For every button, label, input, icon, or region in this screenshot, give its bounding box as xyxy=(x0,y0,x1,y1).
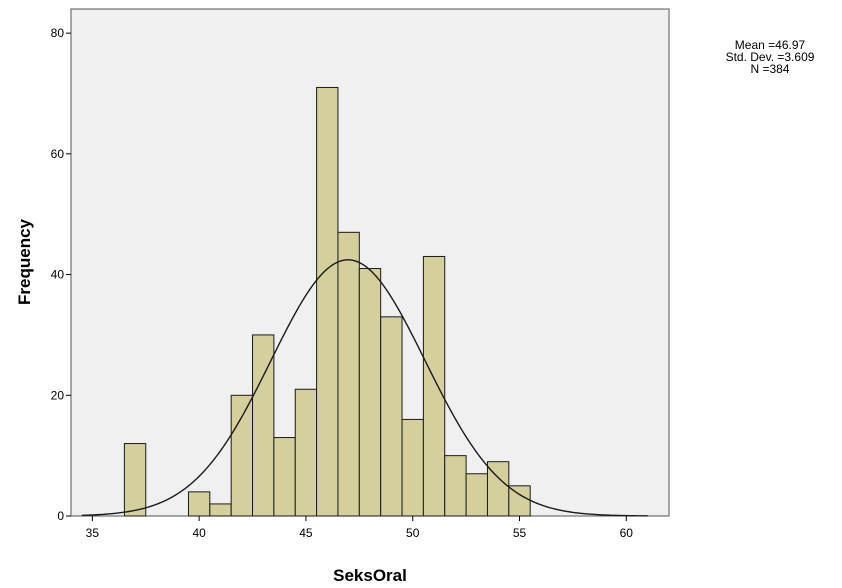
histogram-bar xyxy=(337,231,360,517)
sd-label: Std. Dev. =3.609 xyxy=(725,50,815,64)
y-tick-label: 80 xyxy=(51,26,65,40)
histogram-bar xyxy=(508,485,531,517)
histogram-bar xyxy=(444,455,467,517)
y-tick-label: 0 xyxy=(57,509,64,523)
x-tick-label: 45 xyxy=(299,526,313,540)
histogram-bar xyxy=(187,491,211,517)
x-tick-label: 60 xyxy=(620,526,634,540)
stats-box: Mean =46.97 Std. Dev. =3.609 N =384 xyxy=(690,39,842,75)
n-label: N =384 xyxy=(750,62,790,76)
y-axis: 0 20 40 60 80 xyxy=(51,26,71,523)
x-tick-label: 35 xyxy=(86,526,100,540)
histogram-bar xyxy=(316,86,339,517)
y-axis-label: Frequency xyxy=(15,218,34,305)
histogram-bar xyxy=(465,473,488,517)
mean-label: Mean =46.97 xyxy=(734,38,806,52)
x-axis-label: SeksOral xyxy=(333,566,407,585)
histogram-bar xyxy=(294,388,318,517)
histogram-bar xyxy=(230,394,254,517)
y-tick-label: 20 xyxy=(51,388,65,402)
histogram-bar xyxy=(209,503,232,517)
y-tick-label: 60 xyxy=(51,147,65,161)
histogram-bar xyxy=(422,255,446,517)
histogram-bar xyxy=(252,334,275,517)
x-axis: 35 40 45 50 55 60 xyxy=(86,516,634,540)
histogram-bar xyxy=(401,418,424,517)
x-tick-label: 40 xyxy=(192,526,206,540)
histogram-bar xyxy=(273,437,296,517)
histogram-bar xyxy=(358,268,382,517)
x-tick-label: 50 xyxy=(406,526,420,540)
histogram-bar xyxy=(380,316,403,517)
y-tick-label: 40 xyxy=(51,268,65,282)
histogram-bar xyxy=(123,443,147,517)
x-tick-label: 55 xyxy=(513,526,527,540)
normal-curve xyxy=(81,259,648,517)
